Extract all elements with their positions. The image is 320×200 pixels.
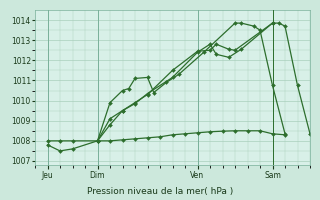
Text: Pression niveau de la mer( hPa ): Pression niveau de la mer( hPa ): [87, 187, 233, 196]
